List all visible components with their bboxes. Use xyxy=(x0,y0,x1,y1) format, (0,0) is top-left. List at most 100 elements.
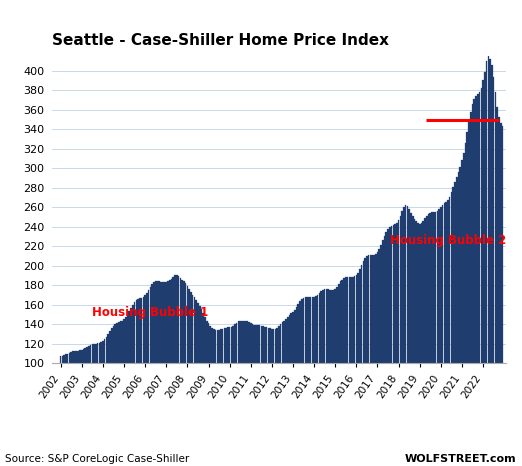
Bar xyxy=(120,322,121,363)
Bar xyxy=(306,297,308,363)
Bar xyxy=(477,94,479,363)
Bar xyxy=(396,223,398,363)
Bar xyxy=(282,322,283,363)
Bar xyxy=(128,311,130,363)
Bar xyxy=(458,172,459,363)
Bar xyxy=(203,313,204,363)
Bar xyxy=(428,214,430,363)
Bar xyxy=(67,354,68,363)
Bar xyxy=(299,301,301,363)
Bar xyxy=(259,325,260,363)
Bar xyxy=(245,322,246,363)
Bar xyxy=(426,216,428,363)
Bar xyxy=(308,297,310,363)
Bar xyxy=(370,255,371,363)
Bar xyxy=(349,277,350,363)
Bar xyxy=(180,278,181,363)
Bar xyxy=(241,321,243,363)
Bar xyxy=(93,344,95,363)
Bar xyxy=(417,223,419,363)
Bar xyxy=(280,324,281,363)
Bar xyxy=(197,303,199,363)
Bar xyxy=(278,326,280,363)
Bar xyxy=(158,281,160,363)
Bar xyxy=(116,323,118,363)
Bar xyxy=(102,341,104,363)
Bar xyxy=(252,324,253,363)
Bar xyxy=(371,255,373,363)
Bar xyxy=(461,160,463,363)
Bar xyxy=(304,297,306,363)
Bar xyxy=(405,206,407,363)
Bar xyxy=(62,356,63,363)
Bar xyxy=(363,261,364,363)
Bar xyxy=(401,211,403,363)
Bar xyxy=(77,351,79,363)
Bar xyxy=(326,289,327,363)
Bar xyxy=(336,288,338,363)
Bar xyxy=(137,299,139,363)
Bar xyxy=(181,280,183,363)
Bar xyxy=(185,283,186,363)
Text: WOLFSTREET.com: WOLFSTREET.com xyxy=(405,454,517,464)
Bar xyxy=(385,232,387,363)
Bar xyxy=(438,209,440,363)
Bar xyxy=(496,107,498,363)
Bar xyxy=(289,315,290,363)
Bar xyxy=(412,216,413,363)
Bar xyxy=(489,59,491,363)
Bar xyxy=(436,211,438,363)
Bar xyxy=(146,293,148,363)
Bar xyxy=(176,274,177,363)
Bar xyxy=(465,143,466,363)
Bar xyxy=(449,197,450,363)
Bar xyxy=(482,80,484,363)
Bar xyxy=(76,351,77,363)
Bar xyxy=(313,297,315,363)
Bar xyxy=(260,326,262,363)
Bar xyxy=(144,295,146,363)
Bar xyxy=(399,216,401,363)
Bar xyxy=(60,356,62,363)
Bar xyxy=(95,344,97,363)
Bar xyxy=(223,329,225,363)
Bar xyxy=(335,289,336,363)
Bar xyxy=(188,289,190,363)
Bar xyxy=(424,218,426,363)
Bar xyxy=(407,206,408,363)
Bar xyxy=(229,327,230,363)
Bar xyxy=(453,187,454,363)
Bar xyxy=(488,56,489,363)
Bar xyxy=(167,281,169,363)
Bar xyxy=(467,132,468,363)
Text: Source: S&P CoreLogic Case-Shiller: Source: S&P CoreLogic Case-Shiller xyxy=(5,454,189,464)
Bar xyxy=(250,323,252,363)
Bar xyxy=(368,255,370,363)
Bar xyxy=(88,346,90,363)
Bar xyxy=(220,329,222,363)
Bar xyxy=(389,227,390,363)
Bar xyxy=(65,354,67,363)
Bar xyxy=(118,322,120,363)
Bar xyxy=(269,329,271,363)
Bar xyxy=(172,277,174,363)
Bar xyxy=(324,289,326,363)
Bar xyxy=(91,344,93,363)
Bar xyxy=(391,226,393,363)
Bar xyxy=(232,326,234,363)
Bar xyxy=(287,316,289,363)
Bar xyxy=(440,207,442,363)
Bar xyxy=(192,295,194,363)
Bar xyxy=(243,321,244,363)
Bar xyxy=(468,121,470,363)
Bar xyxy=(303,298,304,363)
Bar xyxy=(183,281,185,363)
Bar xyxy=(442,206,443,363)
Bar xyxy=(273,329,275,363)
Bar xyxy=(475,96,477,363)
Bar xyxy=(114,324,116,363)
Bar xyxy=(104,339,105,363)
Bar xyxy=(222,329,223,363)
Bar xyxy=(213,329,215,363)
Bar xyxy=(486,61,488,363)
